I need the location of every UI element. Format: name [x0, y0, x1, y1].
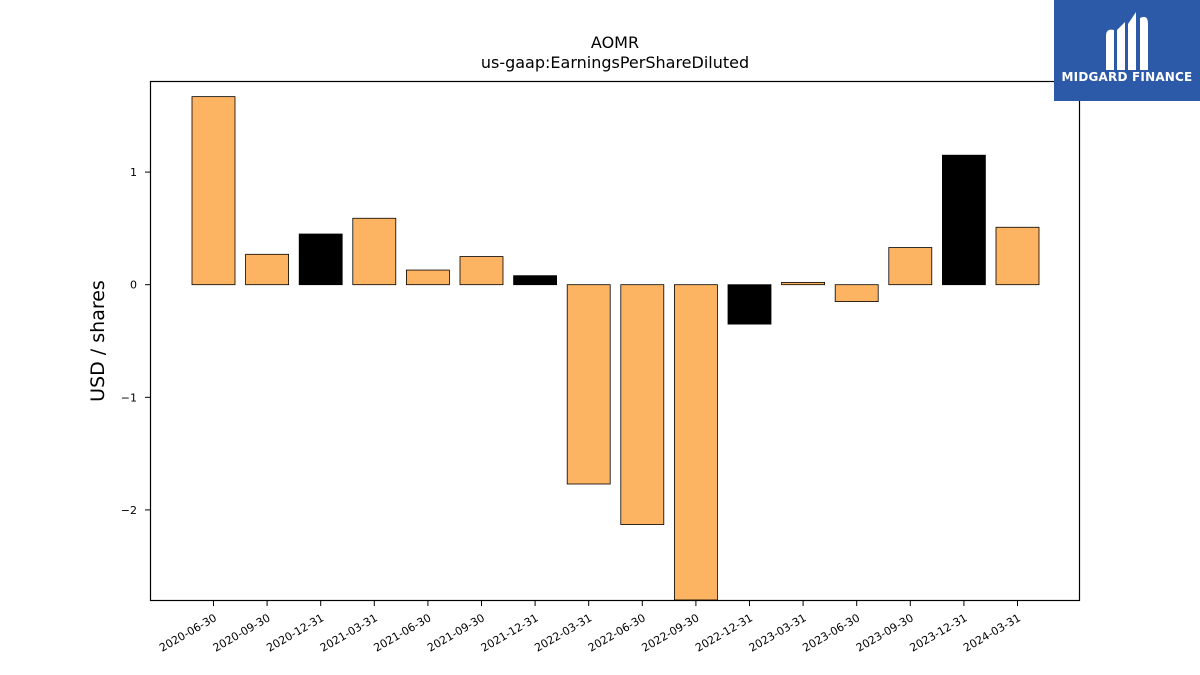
x-tick-label: 2024-03-31: [961, 611, 1023, 654]
logo-text: MIDGARD FINANCE: [1061, 70, 1193, 84]
x-tick-label: 2020-06-30: [157, 611, 219, 654]
x-tick-label: 2022-03-31: [532, 611, 594, 654]
x-tick-label: 2023-12-31: [908, 611, 970, 654]
bar-2020-12-31: [298, 233, 343, 286]
chart-subtitle: us-gaap:EarningsPerShareDiluted: [481, 53, 749, 72]
bar-2023-06-30: [834, 284, 879, 302]
x-tick-label: 2022-06-30: [586, 611, 648, 654]
plot-frame: [149, 80, 1081, 602]
x-tick-label: 2021-09-30: [425, 611, 487, 654]
x-tick-label: 2023-03-31: [747, 611, 809, 654]
bar-2024-03-31: [995, 226, 1040, 286]
y-tick-label: −1: [121, 391, 137, 404]
bar-2023-09-30: [888, 247, 933, 286]
y-tick-label: −2: [121, 504, 137, 517]
y-tick-label: 1: [130, 166, 137, 179]
bar-2021-09-30: [459, 256, 504, 286]
x-tick-label: 2022-09-30: [640, 611, 702, 654]
bar-2021-03-31: [352, 217, 397, 286]
x-tick-label: 2021-06-30: [372, 611, 434, 654]
bar-2023-12-31: [942, 154, 986, 286]
x-tick-label: 2022-12-31: [693, 611, 755, 654]
bar-2023-03-31: [781, 282, 825, 286]
bar-2022-06-30: [620, 284, 665, 525]
x-tick-label: 2020-09-30: [211, 611, 273, 654]
x-tick-label: 2020-12-31: [264, 611, 326, 654]
bar-2021-12-31: [513, 275, 557, 286]
bar-2022-09-30: [674, 284, 718, 601]
bar-2020-09-30: [245, 253, 290, 286]
x-tick-label: 2023-06-30: [800, 611, 862, 654]
midgard-m-logo-icon: [1106, 12, 1148, 71]
x-tick-label: 2021-03-31: [318, 611, 380, 654]
chart-title: AOMR: [591, 33, 639, 52]
x-tick-label: 2021-12-31: [479, 611, 541, 654]
midgard-finance-logo: MIDGARD FINANCE: [1054, 0, 1200, 101]
y-tick-label: 0: [130, 279, 137, 292]
y-axis-label: USD / shares: [87, 280, 109, 402]
x-tick-label: 2023-09-30: [854, 611, 916, 654]
bar-2020-06-30: [191, 96, 236, 286]
bar-2021-06-30: [405, 269, 450, 286]
bar-2022-12-31: [727, 284, 772, 325]
bar-2022-03-31: [566, 284, 611, 485]
